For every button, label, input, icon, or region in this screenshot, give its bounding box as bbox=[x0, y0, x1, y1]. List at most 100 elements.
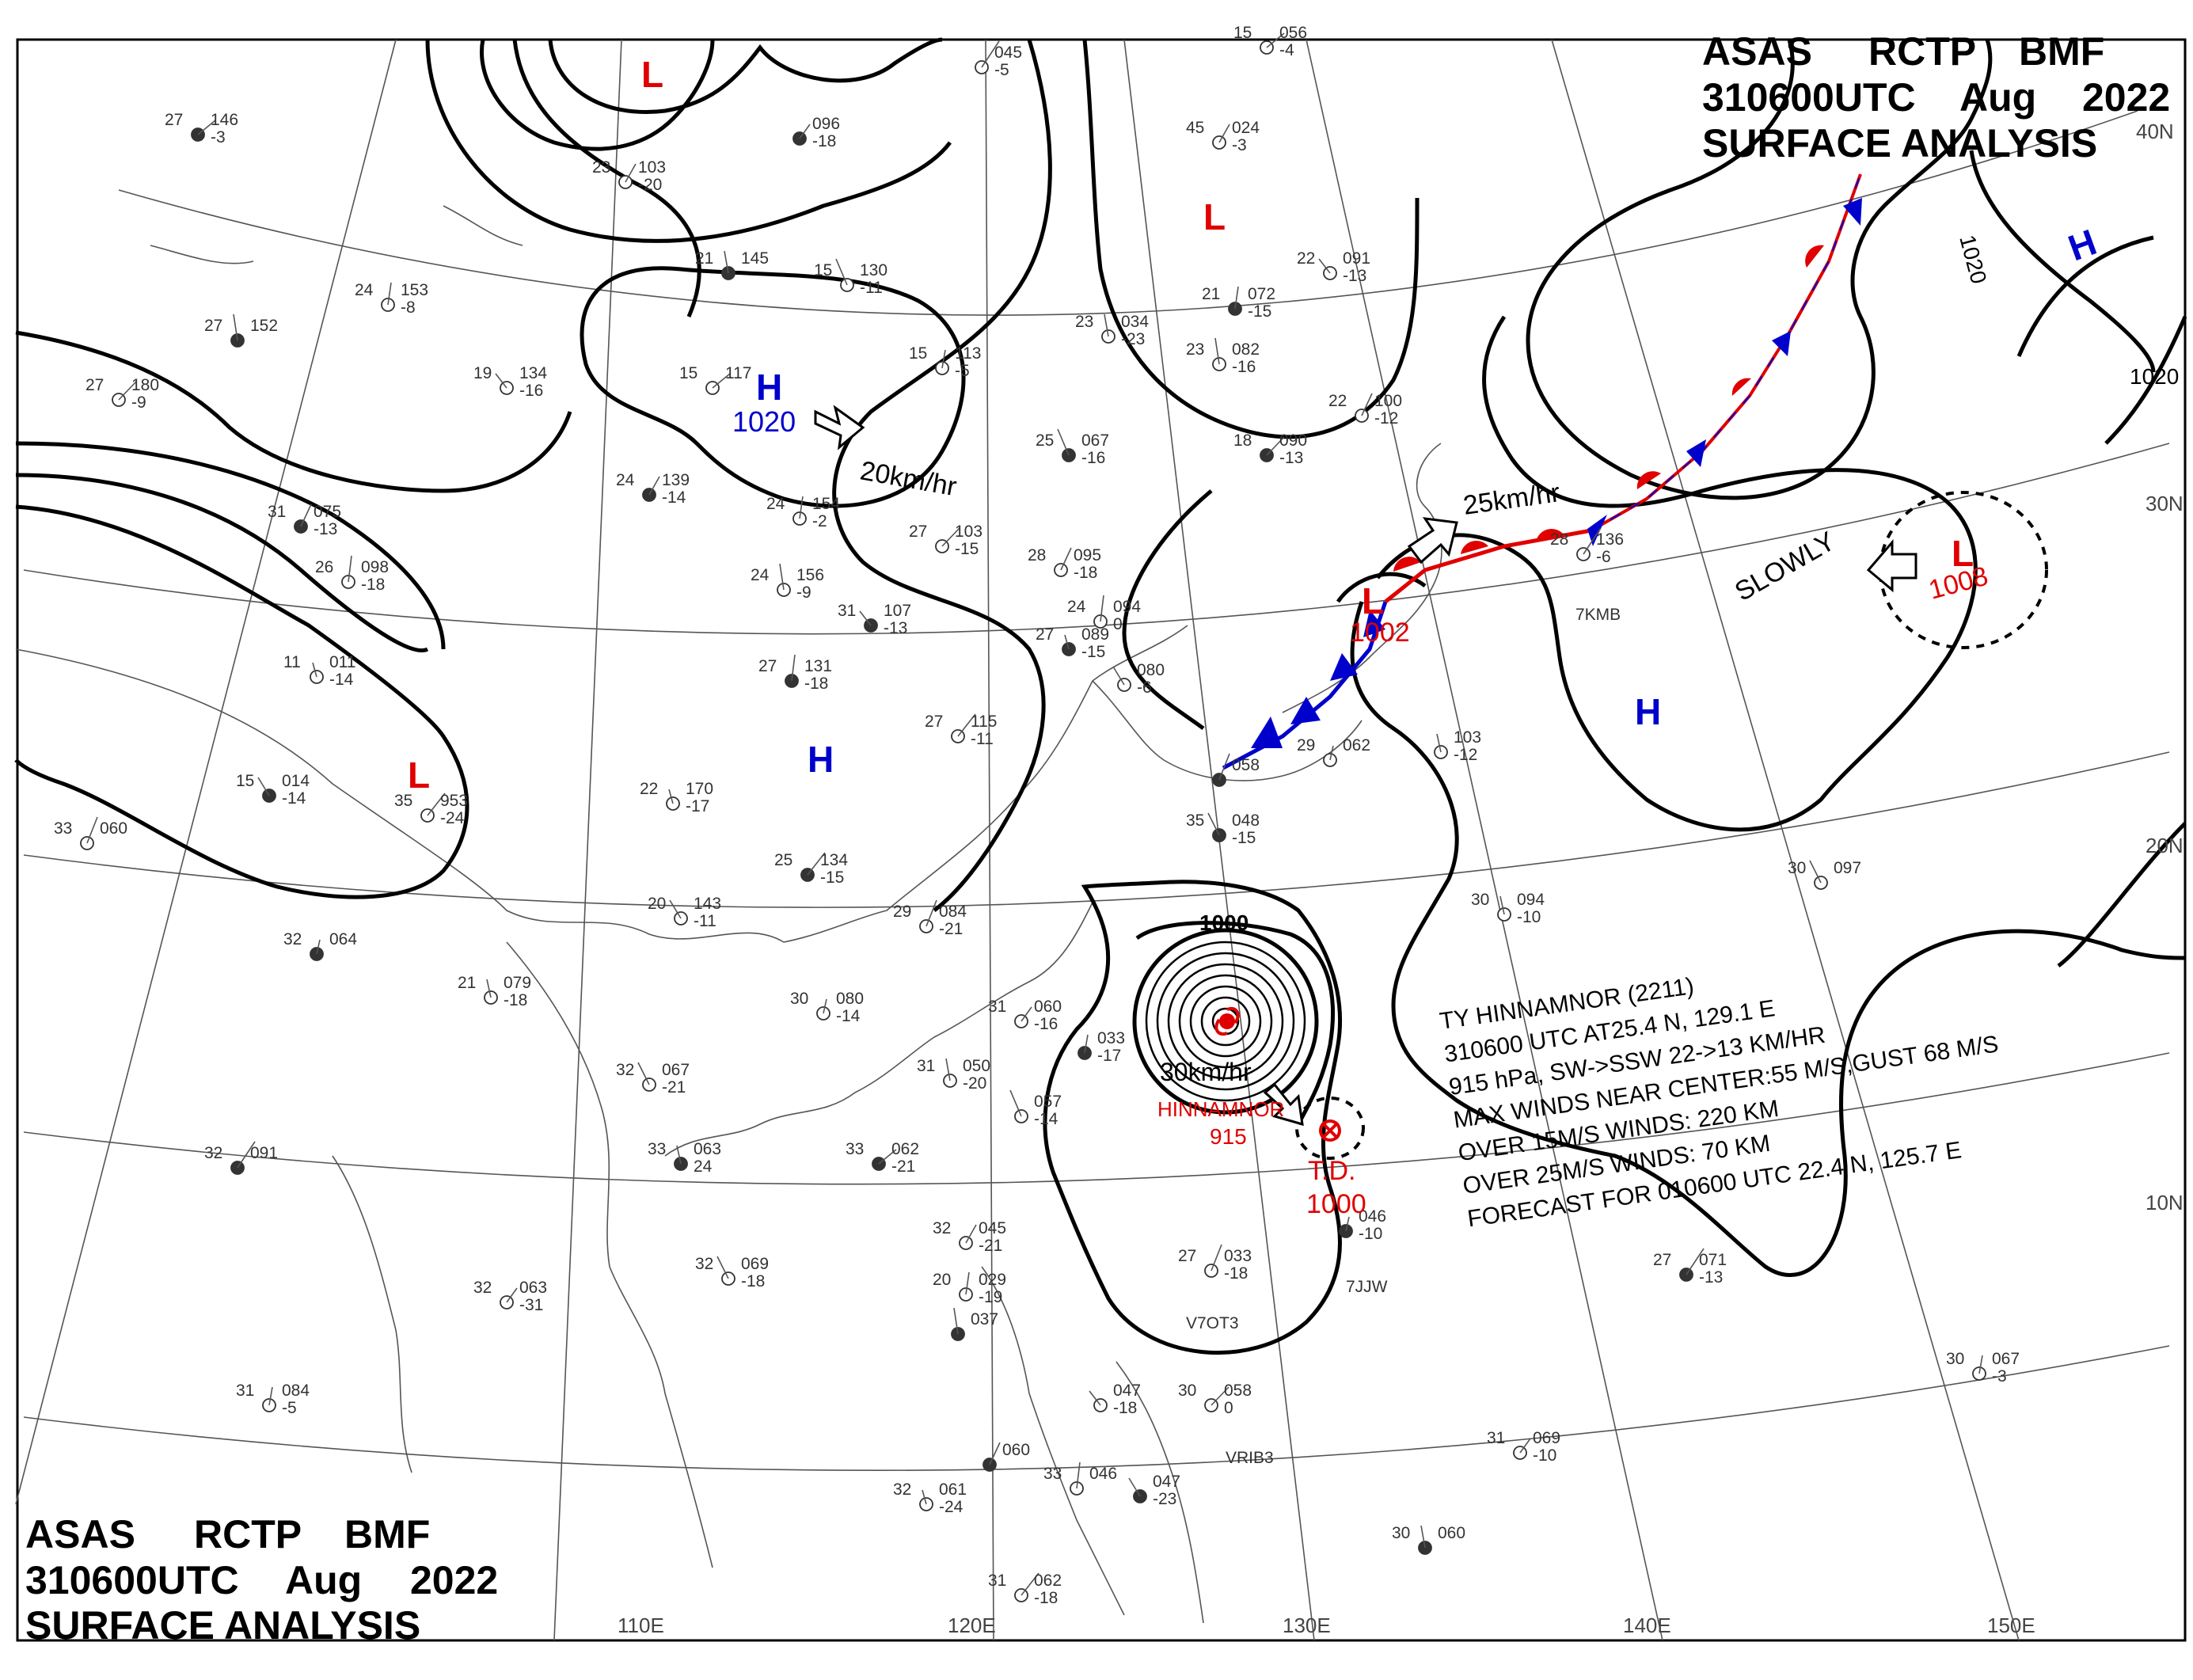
station-temp: 30 bbox=[1471, 891, 1489, 909]
station-tendency: -5 bbox=[994, 61, 1009, 79]
wind-barb bbox=[1128, 1477, 1141, 1497]
lat-label: 10N bbox=[2145, 1191, 2183, 1214]
station-pressure: 034 bbox=[1121, 313, 1149, 331]
station-plot: 15 056-4 bbox=[1233, 24, 1307, 59]
station-temp: 22 bbox=[1297, 249, 1315, 268]
station-plot: 27 071-13 bbox=[1653, 1248, 1727, 1287]
station-temp: 32 bbox=[933, 1219, 951, 1237]
header-time: 310600UTC bbox=[25, 1558, 239, 1602]
station-plot: 31 107-13 bbox=[838, 602, 911, 637]
wind-barb bbox=[981, 40, 1000, 68]
station-pressure: 062 bbox=[1343, 736, 1370, 754]
header-code: BMF bbox=[344, 1512, 430, 1556]
station-plot: 24 154-2 bbox=[766, 495, 840, 530]
station-pressure: 154 bbox=[812, 495, 840, 513]
station-pressure: 045 bbox=[979, 1219, 1006, 1237]
td-pressure: 1000 bbox=[1306, 1189, 1366, 1219]
station-plot: 21 072-15 bbox=[1202, 285, 1275, 321]
wind-barb bbox=[1207, 812, 1220, 836]
station-plot: 32 067-21 bbox=[616, 1061, 690, 1097]
station-temp: 15 bbox=[236, 772, 254, 790]
station-plot: 31 062-18 bbox=[988, 1572, 1062, 1607]
latitude-lines bbox=[23, 110, 2170, 1472]
low-value: 1002 bbox=[1350, 618, 1410, 648]
station-plot: 27 146-3 bbox=[165, 111, 238, 146]
wind-barb bbox=[823, 998, 827, 1014]
station-plot: 32 063-31 bbox=[473, 1279, 547, 1314]
wind-barb bbox=[625, 163, 637, 183]
station-tendency: -10 bbox=[1359, 1225, 1382, 1243]
station-pressure: 134 bbox=[820, 851, 848, 869]
wind-barb bbox=[233, 314, 238, 341]
station-plot: 31 050-20 bbox=[917, 1057, 990, 1093]
station-pressure: 091 bbox=[250, 1144, 278, 1162]
station-pressure: 057 bbox=[1034, 1093, 1062, 1111]
station-pressure: 146 bbox=[211, 111, 238, 129]
wind-barb bbox=[1499, 895, 1505, 915]
wind-barb bbox=[957, 713, 976, 737]
station-plot: 27 115-11 bbox=[925, 713, 997, 748]
station-pressure: 113 bbox=[955, 344, 981, 363]
high-center: H bbox=[2063, 221, 2102, 268]
station-pressure: 084 bbox=[939, 903, 967, 921]
station-plot: 058 bbox=[1212, 753, 1260, 787]
wind-barb bbox=[1211, 1386, 1230, 1406]
wind-barb bbox=[348, 555, 352, 583]
station-temp: 30 bbox=[1392, 1524, 1410, 1542]
wind-barb bbox=[1218, 124, 1230, 143]
station-tendency: -15 bbox=[1081, 643, 1105, 661]
isobar-label: 1000 bbox=[1199, 910, 1249, 935]
station-pressure: 094 bbox=[1517, 891, 1545, 909]
station-pressure: 045 bbox=[994, 44, 1022, 62]
wind-barb bbox=[197, 120, 216, 135]
station-tendency: -14 bbox=[329, 671, 354, 689]
low-value: 1008 bbox=[1925, 561, 1991, 605]
wind-barb bbox=[724, 250, 729, 274]
station-temp: 24 bbox=[1067, 598, 1086, 616]
station-pressure: 153 bbox=[401, 281, 428, 299]
wind-barb bbox=[1420, 1525, 1426, 1549]
station-pressure: 062 bbox=[1034, 1572, 1062, 1590]
wind-barb bbox=[965, 1224, 977, 1244]
station-plot: 046-10 bbox=[1339, 1207, 1386, 1243]
station-tendency: -3 bbox=[1232, 136, 1247, 154]
station-pressure: 047 bbox=[1153, 1473, 1180, 1491]
station-tendency: -21 bbox=[891, 1157, 915, 1176]
station-plot: 045-5 bbox=[975, 40, 1022, 79]
station-temp: 25 bbox=[774, 851, 792, 869]
station-tendency: -11 bbox=[860, 279, 883, 297]
station-tendency: -12 bbox=[1374, 409, 1398, 428]
station-pressure: 094 bbox=[1113, 598, 1141, 616]
station-plot: 31 060-16 bbox=[988, 998, 1062, 1033]
wind-barb bbox=[716, 1256, 729, 1279]
wind-barb bbox=[637, 1062, 650, 1085]
wind-barb bbox=[1266, 436, 1285, 456]
station-temp: 31 bbox=[268, 503, 286, 521]
wind-barb bbox=[1064, 634, 1070, 650]
header-title: SURFACE ANALYSIS bbox=[25, 1603, 420, 1648]
station-pressure: 058 bbox=[1224, 1382, 1252, 1400]
header-month: Aug bbox=[285, 1558, 362, 1602]
station-plot: 28 136-6 bbox=[1550, 527, 1624, 566]
station-plot: 24 153-8 bbox=[355, 281, 428, 317]
station-tendency: -15 bbox=[1248, 302, 1271, 321]
station-tendency: -2 bbox=[812, 512, 827, 530]
station-plot: 33 060 bbox=[54, 816, 127, 850]
station-tendency: -13 bbox=[1343, 267, 1366, 285]
header-year: 2022 bbox=[2082, 75, 2170, 120]
station-pressure: 011 bbox=[329, 653, 355, 671]
wind-barb bbox=[945, 1058, 951, 1081]
station-tendency: -4 bbox=[1279, 41, 1294, 59]
station-pressure: 180 bbox=[131, 376, 159, 394]
station-plot: 23 034-23 bbox=[1075, 313, 1149, 348]
station-plot: 35 953-24 bbox=[394, 792, 468, 827]
wind-barb bbox=[1361, 393, 1373, 416]
station-plot: 15 113-5 bbox=[909, 344, 981, 380]
station-plot: 30 060 bbox=[1392, 1524, 1465, 1555]
station-tendency: -17 bbox=[686, 797, 709, 815]
station-pressure: 156 bbox=[796, 566, 824, 584]
station-plot: 27 131-18 bbox=[758, 654, 832, 693]
station-plot: 35 048-15 bbox=[1186, 811, 1260, 847]
station-temp: 35 bbox=[394, 792, 412, 810]
